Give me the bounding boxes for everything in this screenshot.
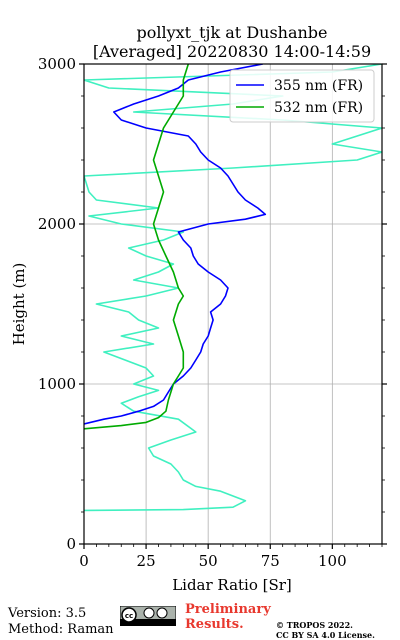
legend: 355 nm (FR) 532 nm (FR) <box>229 69 375 123</box>
plot-frame <box>83 63 383 545</box>
grid <box>84 64 382 544</box>
copyright-line1: © TROPOS 2022. <box>276 620 353 630</box>
lidar-ratio-chart: pollyxt_tjk at Dushanbe [Averaged] 20220… <box>10 23 387 594</box>
copyright-line2: CC BY SA 4.0 License. <box>276 630 375 640</box>
y-axis-label: Height (m) <box>10 263 28 346</box>
legend-box <box>229 69 375 123</box>
y-tick-label: 3000 <box>38 55 76 73</box>
x-tick-label: 75 <box>261 552 280 570</box>
preliminary-results-label: Preliminary Results. <box>185 602 285 632</box>
copyright-notice: © TROPOS 2022. CC BY SA 4.0 License. <box>276 620 375 640</box>
y-tick-label: 1000 <box>38 375 76 393</box>
svg-text:cc: cc <box>125 612 133 620</box>
chart-title: pollyxt_tjk at Dushanbe <box>136 23 327 42</box>
series-line-532-nm-fr- <box>84 64 190 430</box>
series-line-355-nm-fr- <box>84 64 267 425</box>
legend-label: 355 nm (FR) <box>274 78 363 94</box>
preliminary-line1: Preliminary <box>185 602 271 617</box>
y-tick-label: 0 <box>66 535 76 553</box>
x-tick-label: 50 <box>199 552 218 570</box>
x-tick-label: 100 <box>318 552 347 570</box>
chart-subtitle: [Averaged] 20220830 14:00-14:59 <box>93 42 371 61</box>
y-tick-label: 2000 <box>38 215 76 233</box>
cc-by-sa-logo-icon: cc <box>120 606 176 626</box>
data-series <box>84 64 382 512</box>
version-label: Version: 3.5 <box>8 606 87 621</box>
x-tick-label: 0 <box>79 552 89 570</box>
method-label: Method: Raman <box>8 622 114 637</box>
legend-label: 532 nm (FR) <box>274 100 363 116</box>
x-tick-label: 25 <box>137 552 156 570</box>
x-axis-label: Lidar Ratio [Sr] <box>172 576 292 594</box>
series-line-unlabeled <box>84 64 382 512</box>
preliminary-line2: Results. <box>185 617 244 632</box>
